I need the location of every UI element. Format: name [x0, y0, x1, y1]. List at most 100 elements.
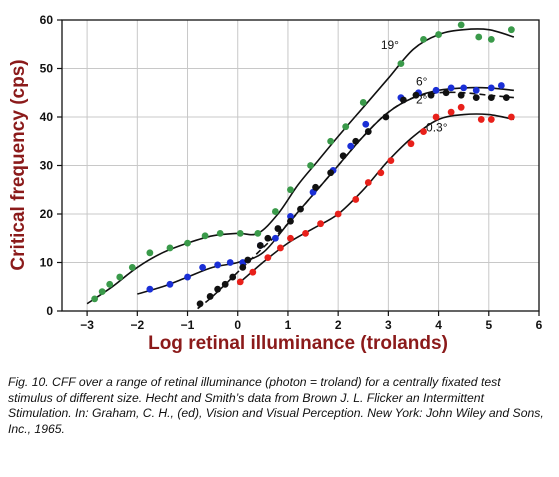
series-1-point	[475, 33, 483, 41]
series-3-point	[256, 242, 264, 249]
series-4-point	[334, 210, 342, 218]
series-3-point	[239, 263, 247, 271]
series-1-point	[146, 249, 154, 257]
series-1-point	[106, 280, 114, 288]
series-3-point	[442, 89, 450, 97]
series-1-point	[435, 31, 442, 38]
series-1-point	[254, 230, 262, 237]
plot-frame	[61, 19, 540, 312]
x-tick-label: −1	[181, 318, 195, 332]
series-4-point	[302, 230, 309, 237]
series-3-point	[206, 293, 214, 300]
x-axis-title: Log retinal illuminance (trolands)	[148, 333, 448, 354]
x-tick-label: 3	[385, 318, 392, 332]
series-1-point	[420, 36, 427, 43]
series-4-point	[432, 113, 440, 121]
series-4-point	[264, 254, 272, 262]
series-2-point	[487, 84, 495, 92]
series-3-point	[297, 205, 304, 213]
series-3-point	[427, 91, 435, 99]
x-tick-label: 4	[435, 318, 442, 332]
series-4-point	[277, 244, 284, 252]
y-tick-label: 0	[46, 304, 53, 318]
series-1-point	[507, 26, 515, 34]
series-3-point	[382, 113, 390, 121]
series-3-point	[244, 256, 252, 264]
series-1-point	[116, 273, 124, 281]
x-tick-label: −3	[80, 318, 94, 332]
series-4-point	[377, 169, 385, 177]
y-tick-label: 40	[40, 110, 54, 124]
series-4-point	[507, 113, 515, 121]
series-1-point	[342, 123, 350, 131]
y-tick-label: 30	[40, 159, 54, 173]
series-2-point	[199, 263, 206, 271]
series-2-label: 6°	[416, 74, 428, 88]
series-2-point	[271, 234, 279, 242]
x-tick-label: 6	[536, 318, 543, 332]
series-1-point	[216, 230, 224, 237]
series-3-point	[214, 285, 222, 293]
series-4-point	[352, 196, 360, 203]
series-3-point	[229, 273, 237, 281]
series-4-point	[487, 116, 495, 123]
series-2-point	[166, 280, 174, 288]
series-3-point	[327, 169, 335, 177]
series-4-point	[249, 268, 257, 276]
series-4-curve	[237, 113, 515, 285]
series-4-point	[420, 128, 427, 135]
series-3-point	[502, 94, 510, 101]
series-2-point	[447, 84, 455, 92]
y-tick-label: 10	[40, 256, 54, 270]
series-3-point	[352, 137, 360, 145]
figure-caption: Fig. 10. CFF over a range of retinal ill…	[8, 375, 544, 436]
series-2-point	[226, 259, 234, 266]
curve-layer	[86, 28, 515, 310]
series-4-label: 0.3°	[426, 121, 448, 135]
series-1-point	[166, 244, 174, 252]
series-4-point	[317, 220, 324, 228]
series-2-point	[347, 142, 355, 150]
series-3-point	[312, 183, 319, 191]
series-3-point	[472, 94, 480, 101]
series-4-point	[236, 278, 244, 286]
series-2-point	[460, 84, 468, 92]
series-4-point	[287, 234, 294, 242]
series-2-point	[472, 86, 480, 94]
series-3-point	[264, 234, 272, 242]
series-3-point	[274, 225, 282, 232]
series-4-point	[387, 157, 395, 165]
series-1-point	[397, 60, 405, 68]
series-1-point	[271, 208, 279, 215]
series-3-point	[412, 91, 420, 99]
series-2-point	[432, 86, 440, 94]
series-4-point	[477, 116, 485, 123]
series-2-point	[146, 285, 154, 293]
series-4-point	[447, 108, 455, 116]
series-1-point	[201, 232, 209, 240]
series-1-point	[307, 162, 314, 169]
y-tick-label: 60	[40, 13, 54, 27]
series-2-point	[497, 82, 505, 89]
series-1-point	[184, 239, 191, 247]
series-2-point	[362, 120, 370, 128]
x-tick-label: 2	[335, 318, 342, 332]
series-1-point	[457, 21, 465, 29]
series-3-point	[487, 94, 495, 101]
series-1-point	[287, 186, 294, 194]
series-2-point	[287, 213, 294, 220]
series-4-point	[457, 103, 465, 111]
series-4-point	[364, 179, 372, 186]
label-layer: 19° 6° 2° 0.3°	[381, 38, 448, 134]
series-3-label: 2°	[416, 92, 428, 106]
series-1-point	[98, 288, 106, 295]
x-tick-label: 5	[485, 318, 492, 332]
series-3-point	[364, 128, 372, 135]
series-1-point	[359, 99, 367, 106]
x-tick-label: −2	[130, 318, 144, 332]
series-3-point	[287, 217, 294, 225]
x-tick-label: 0	[234, 318, 241, 332]
